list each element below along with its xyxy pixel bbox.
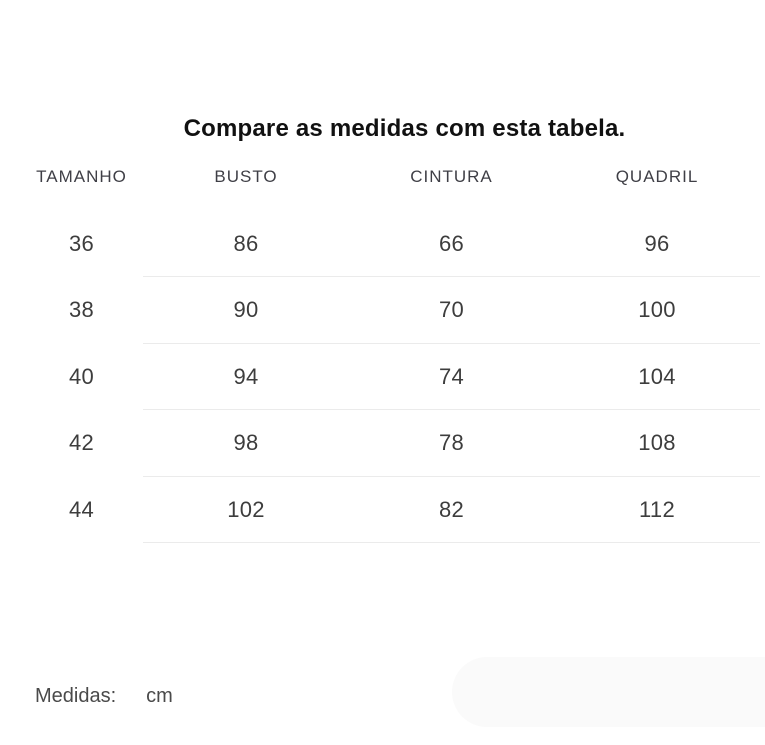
page-title: Compare as medidas com esta tabela. <box>183 115 626 142</box>
table-row: 38 90 70 100 <box>20 277 760 344</box>
waist-cell: 82 <box>438 496 465 522</box>
bust-cell: 102 <box>227 496 265 522</box>
column-header-tamanho: TAMANHO <box>36 167 127 186</box>
table-row: 36 86 66 96 <box>20 211 760 278</box>
table-row: 40 94 74 104 <box>20 344 760 411</box>
hip-cell: 108 <box>638 430 676 456</box>
waist-cell: 78 <box>438 430 465 456</box>
bust-cell: 86 <box>233 230 259 256</box>
units-value: cm <box>146 685 173 707</box>
hip-cell: 100 <box>638 297 676 323</box>
units-label: Medidas: <box>35 685 117 707</box>
waist-cell: 70 <box>438 297 465 323</box>
waist-cell: 66 <box>438 230 465 256</box>
bust-cell: 98 <box>233 430 259 456</box>
units-row: Medidas: cm <box>35 685 173 708</box>
hip-cell: 104 <box>638 363 676 389</box>
hip-cell: 96 <box>644 230 670 256</box>
size-table-header-row: TAMANHO BUSTO CINTURA QUADRIL <box>20 161 760 211</box>
hip-cell: 112 <box>639 496 675 522</box>
size-table: TAMANHO BUSTO CINTURA QUADRIL 36 86 66 9… <box>20 161 760 543</box>
table-row: 42 98 78 108 <box>20 410 760 477</box>
waist-cell: 74 <box>438 363 465 389</box>
column-header-quadril: QUADRIL <box>615 167 699 186</box>
bottom-right-pill <box>452 657 765 727</box>
size-cell: 36 <box>68 230 95 256</box>
size-cell: 44 <box>68 496 95 522</box>
size-cell: 42 <box>68 430 95 456</box>
bust-cell: 94 <box>233 363 259 389</box>
column-header-cintura: CINTURA <box>410 167 493 186</box>
bust-cell: 90 <box>233 297 259 323</box>
size-cell: 38 <box>68 297 95 323</box>
table-row: 44 102 82 112 <box>20 477 760 544</box>
column-header-busto: BUSTO <box>214 167 278 186</box>
size-cell: 40 <box>68 363 95 389</box>
